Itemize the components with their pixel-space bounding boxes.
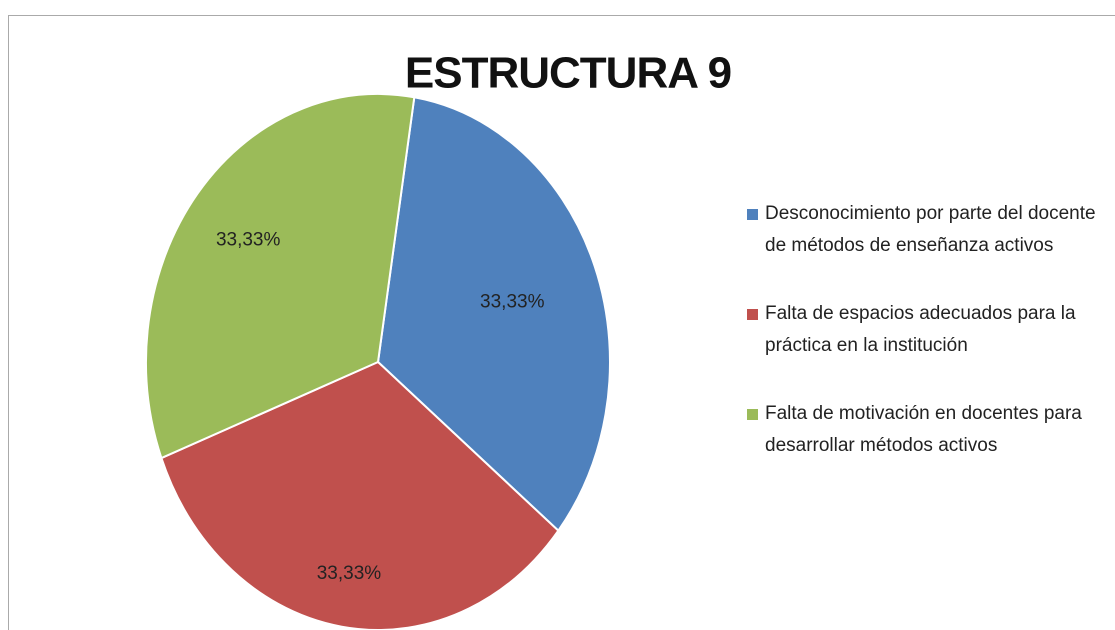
legend-item: Falta de motivación en docentes para des… xyxy=(745,398,1105,462)
chart-title: ESTRUCTURA 9 xyxy=(405,49,731,98)
legend-item: Desconocimiento por parte del docente de… xyxy=(745,198,1105,262)
pie-slice xyxy=(160,360,560,630)
pie-slice xyxy=(376,96,611,533)
pie-slice xyxy=(145,93,416,460)
legend-swatch xyxy=(747,309,758,320)
frame xyxy=(8,15,1115,630)
legend-item: Falta de espacios adecuados para la prác… xyxy=(745,298,1105,362)
data-label: 33,33% xyxy=(317,563,382,584)
data-label: 33,33% xyxy=(216,230,281,251)
legend-label: Falta de espacios adecuados para la prác… xyxy=(765,303,1076,356)
data-label: 33,33% xyxy=(480,291,545,312)
legend: Desconocimiento por parte del docente de… xyxy=(745,198,1105,498)
legend-swatch xyxy=(747,409,758,420)
legend-label: Desconocimiento por parte del docente de… xyxy=(765,203,1096,256)
legend-label: Falta de motivación en docentes para des… xyxy=(765,403,1082,456)
legend-swatch xyxy=(747,209,758,220)
